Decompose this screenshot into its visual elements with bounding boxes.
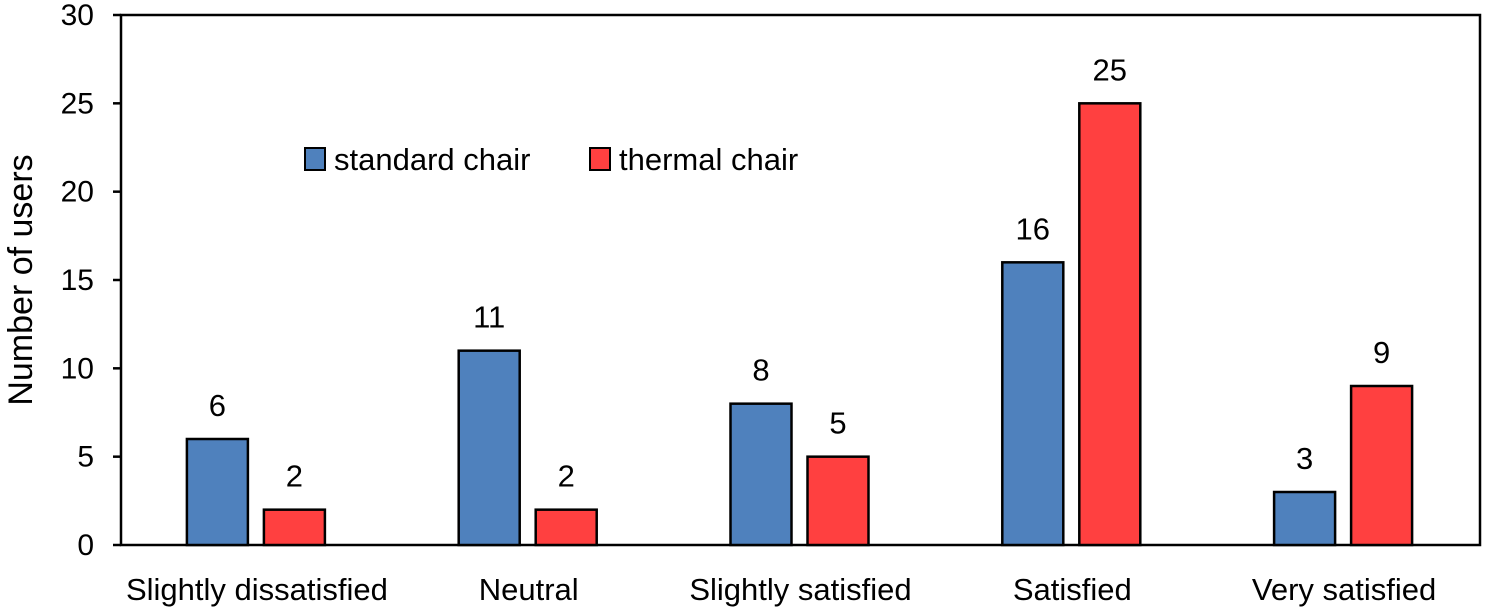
bar-standard-0 xyxy=(185,437,250,547)
bar-thermal-3 xyxy=(1078,102,1142,547)
y-tick-label: 10 xyxy=(61,352,94,385)
bar-standard-4 xyxy=(1272,490,1337,547)
legend-label: standard chair xyxy=(334,142,530,177)
legend-swatch-thermal xyxy=(589,147,611,171)
data-label: 2 xyxy=(286,459,303,494)
data-label: 6 xyxy=(209,388,226,423)
data-label: 2 xyxy=(558,459,575,494)
category-label: Satisfied xyxy=(1013,572,1132,607)
bar-standard-3 xyxy=(1001,261,1065,547)
y-tick-label: 5 xyxy=(77,441,94,474)
category-label: Neutral xyxy=(479,572,579,607)
legend-swatch-standard xyxy=(304,147,326,171)
data-label: 25 xyxy=(1093,52,1127,87)
bar-standard-1 xyxy=(457,349,521,547)
bar-thermal-4 xyxy=(1349,384,1414,547)
plot-frame xyxy=(119,13,1482,547)
data-label: 3 xyxy=(1296,441,1313,476)
bar-standard-2 xyxy=(729,402,793,547)
y-tick-label: 20 xyxy=(61,176,94,209)
y-axis-title: Number of users xyxy=(2,154,40,405)
category-label: Slightly satisfied xyxy=(689,572,911,607)
y-tick-label: 15 xyxy=(61,264,94,297)
data-label: 5 xyxy=(829,406,846,441)
y-tick-label: 0 xyxy=(77,529,94,562)
legend-label: thermal chair xyxy=(619,142,798,177)
y-tick-label: 30 xyxy=(61,0,94,32)
category-label: Very satisfied xyxy=(1252,572,1436,607)
bars xyxy=(185,102,1414,547)
bar-thermal-1 xyxy=(534,508,598,547)
data-label: 9 xyxy=(1373,335,1390,370)
data-label: 11 xyxy=(473,300,505,335)
data-label: 8 xyxy=(752,353,769,388)
legend: standard chair thermal chair xyxy=(304,142,798,177)
category-label: Slightly dissatisfied xyxy=(126,572,388,607)
y-tick-label: 25 xyxy=(61,87,94,120)
data-labels: 6 2 11 2 8 5 16 25 3 9 xyxy=(209,52,1390,493)
data-label: 16 xyxy=(1016,211,1050,246)
bar-thermal-2 xyxy=(806,455,870,547)
bar-thermal-0 xyxy=(262,508,327,547)
